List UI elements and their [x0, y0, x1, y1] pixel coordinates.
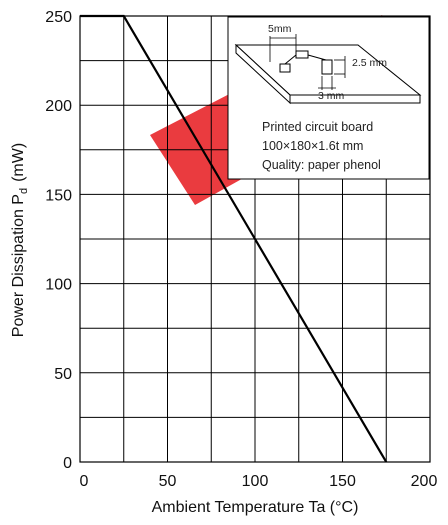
y-tick-label: 0: [63, 455, 72, 472]
y-tick-label: 250: [45, 9, 72, 26]
y-axis-title-main: Power Dissipation P: [10, 194, 27, 337]
series-layer: [79, 14, 388, 463]
x-tick-label: 0: [80, 473, 89, 490]
y-tick-label: 200: [45, 98, 72, 115]
y-axis-title-unit: (mW): [10, 143, 27, 182]
x-tick-label: 200: [411, 473, 438, 490]
inset-dim-3mm: 3 mm: [318, 90, 345, 102]
inset-line-1: Printed circuit board: [262, 120, 373, 134]
y-tick-label: 100: [45, 277, 72, 294]
y-axis-title: Power Dissipation Pd (mW): [10, 143, 30, 337]
y-tick-label: 50: [54, 366, 72, 383]
pcb-inset: 5mm 2.5 mm 3 mm Printed circuit board 10…: [227, 16, 430, 180]
inset-line-3: Quality: paper phenol: [262, 158, 381, 172]
inset-line-2: 100×180×1.6t mm: [262, 139, 363, 153]
x-tick-label: 100: [242, 473, 269, 490]
y-tick-labels: 0 50 100 150 200 250: [45, 9, 72, 472]
x-axis-title: Ambient Temperature Ta (°C): [152, 499, 359, 516]
inset-dim-2-5mm: 2.5 mm: [352, 57, 387, 69]
x-tick-label: 150: [329, 473, 356, 490]
x-tick-label: 50: [159, 473, 177, 490]
inset-dim-5mm: 5mm: [268, 23, 292, 35]
x-tick-labels: 0 50 100 150 200: [80, 473, 438, 490]
y-tick-label: 150: [45, 187, 72, 204]
pcb-board-illustration: [234, 34, 422, 105]
y-axis-title-subscript: d: [18, 188, 30, 194]
